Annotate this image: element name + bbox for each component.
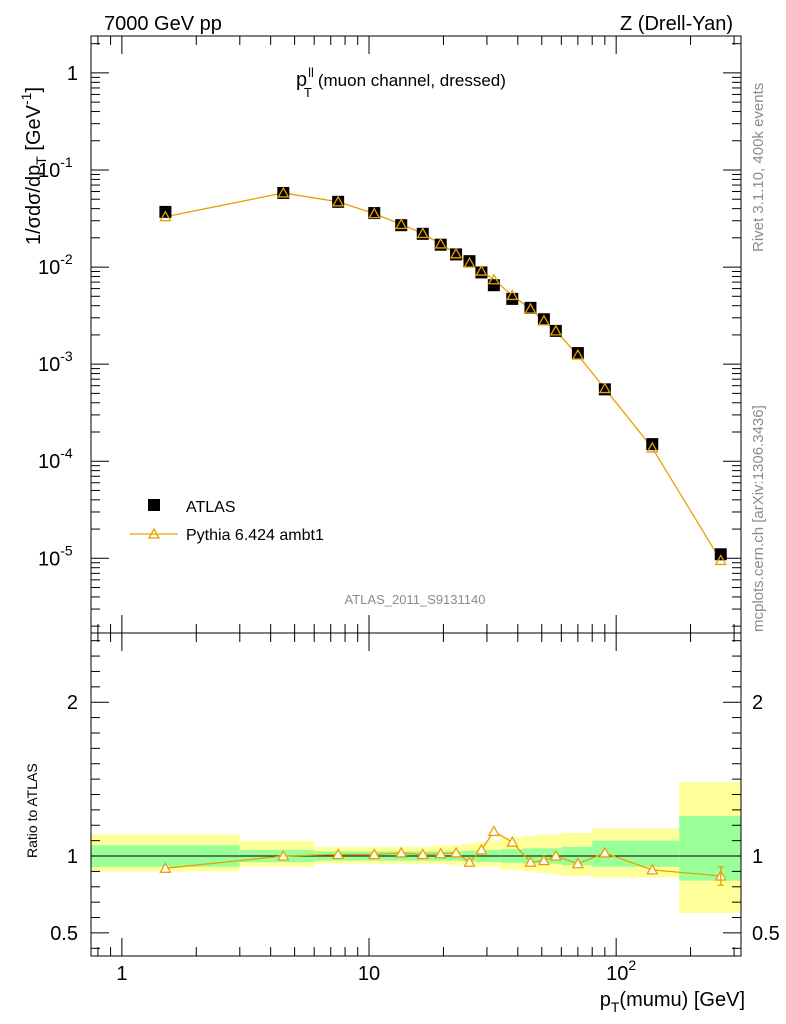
mc-main-points [159, 186, 727, 566]
ratio-y-tick-label-left: 1 [67, 846, 78, 868]
mc-ratio-point [571, 857, 584, 869]
mc-ratio-point [549, 849, 562, 861]
mc-main-point [524, 302, 537, 314]
plot-title-rest: (muon channel, dressed) [318, 71, 506, 90]
ratio-y-tick-label-right: 0.5 [752, 923, 780, 945]
main-y-tick-labels: 10-5 10-4 10-3 10-2 10-1 1 [38, 63, 78, 570]
legend-atlas-label: ATLAS [186, 499, 236, 516]
mc-ratio-point [434, 847, 447, 859]
atlas-point [487, 279, 500, 292]
mc-main-point [571, 348, 584, 360]
band-inner [679, 816, 741, 881]
legend-mc-label: Pythia 6.424 ambt1 [186, 527, 324, 544]
mc-main-point [395, 218, 408, 230]
atlas-point [434, 238, 447, 251]
ratio-y-tick-label-left: 0.5 [50, 923, 78, 945]
header-left: 7000 GeV pp [104, 13, 222, 35]
mc-main-point [537, 314, 550, 326]
plot-title-sup: ll [308, 65, 314, 80]
ratio-panel: 0.5 0.5 1 1 2 2 1 10 102 Ratio to ATLAS pT(mumu… [24, 632, 780, 1015]
mc-main-point [506, 289, 519, 301]
main-y-axis-label: 1/σdσ/dpT [GeV-1] [18, 87, 49, 245]
main-ticks [91, 36, 741, 633]
mc-ratio-points [159, 825, 727, 886]
mc-main-point [463, 256, 476, 268]
atlas-point [463, 255, 476, 268]
main-y-tick-label: 10-4 [38, 445, 73, 473]
x-axis-label: pT(mumu) [GeV] [600, 989, 745, 1015]
ratio-ticks [91, 633, 741, 956]
main-y-tick-label: 10-3 [38, 348, 73, 376]
mc-ratio-point [487, 825, 500, 837]
x-tick-labels: 1 10 102 [116, 957, 636, 985]
atlas-point [450, 248, 463, 261]
mc-ratio-point [506, 835, 519, 847]
main-y-tick-label: 1 [67, 63, 78, 85]
atlas-point [524, 301, 537, 314]
x-tick-label: 1 [116, 963, 127, 985]
ratio-bands [91, 782, 741, 913]
mc-main-point [487, 273, 500, 285]
ratio-y-tick-labels: 0.5 0.5 1 1 2 2 [50, 692, 780, 945]
legend-atlas-marker [148, 499, 160, 511]
ratio-y-tick-label-right: 1 [752, 846, 763, 868]
ratio-frame [90, 632, 742, 957]
atlas-point [598, 383, 611, 396]
ratio-y-tick-label-left: 2 [67, 692, 78, 714]
plot-title-sub: T [304, 85, 312, 100]
mc-main-point [368, 207, 381, 219]
mc-main-point [416, 227, 429, 239]
legend-mc-marker [147, 527, 161, 539]
mc-ratio-point [395, 846, 408, 858]
mc-ratio-point [475, 843, 488, 855]
mc-main-point [277, 186, 290, 198]
mc-ratio-point [524, 855, 537, 867]
mc-main-point [434, 237, 447, 249]
mc-main-point [159, 210, 172, 222]
mc-main-point [646, 441, 659, 453]
header-right: Z (Drell-Yan) [620, 13, 733, 35]
main-y-tick-label: 10-2 [38, 251, 73, 279]
mc-main-point [598, 382, 611, 394]
mc-main-point [714, 554, 727, 566]
mc-ratio-point [332, 848, 345, 860]
mc-main-point [475, 264, 488, 276]
mc-ratio-point [416, 848, 429, 860]
x-tick-label: 10 [358, 963, 380, 985]
mc-ratio-point [646, 863, 659, 875]
atlas-point [368, 207, 381, 220]
ratio-y-tick-label-right: 2 [752, 692, 763, 714]
mcplots-label: mcplots.cern.ch [arXiv:1306.3436] [750, 405, 767, 632]
atlas-point [549, 324, 562, 337]
main-y-tick-label: 10-1 [38, 154, 73, 182]
mc-main-point [449, 247, 463, 259]
mc-ratio-point [449, 846, 463, 858]
atlas-point [332, 195, 345, 208]
mc-ratio-point [277, 849, 290, 861]
plot-title: pll T (muon channel, dressed) [296, 65, 506, 100]
mc-main-point [549, 324, 562, 336]
plot-title-main: p [296, 69, 307, 91]
legend: ATLAS Pythia 6.424 ambt1 [130, 499, 324, 544]
mc-ratio-point [159, 861, 172, 873]
atlas-point [395, 219, 408, 232]
rivet-label: Rivet 3.1.10, 400k events [750, 83, 767, 252]
main-panel: 10-5 10-4 10-3 10-2 10-1 1 pll T (muon channel,… [18, 35, 742, 634]
atlas-point [277, 186, 290, 199]
ratio-y-axis-label: Ratio to ATLAS [24, 763, 40, 858]
mc-ratio-point [598, 846, 611, 858]
main-y-tick-label: 10-5 [38, 542, 73, 570]
x-tick-label: 102 [606, 957, 636, 985]
mc-ratio-point [463, 855, 476, 867]
mc-ratio-point [368, 848, 381, 860]
mc-main-point [332, 195, 345, 207]
mc-ratio-point [537, 854, 550, 866]
analysis-id: ATLAS_2011_S9131140 [345, 592, 486, 607]
